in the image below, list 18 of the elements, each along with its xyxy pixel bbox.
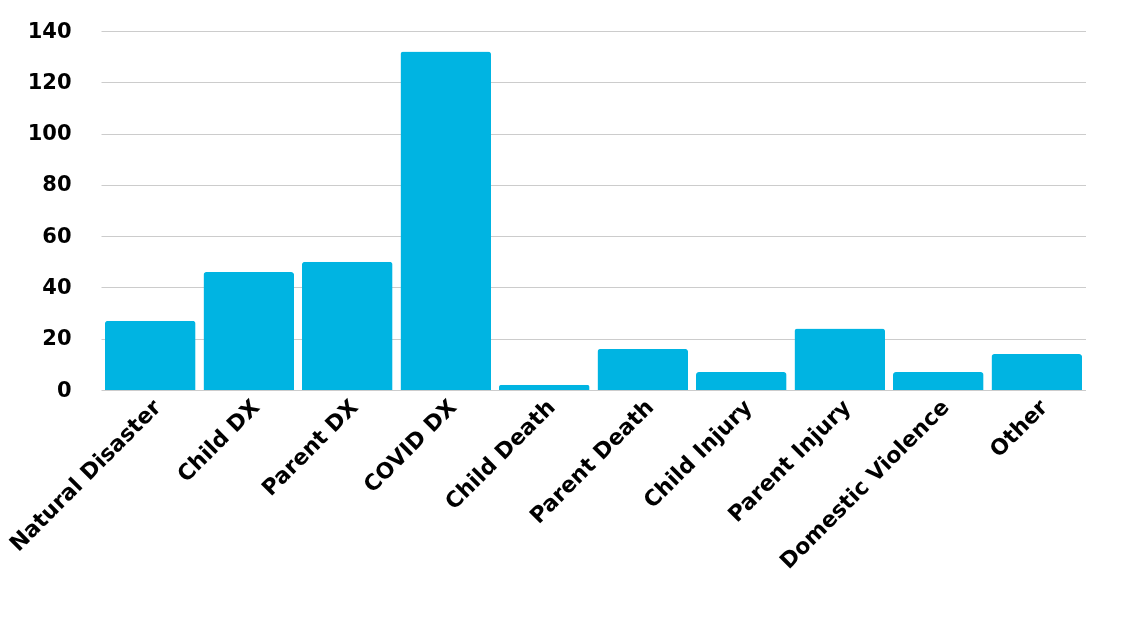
y-tick-label: 0 bbox=[56, 377, 72, 402]
y-tick-label: 60 bbox=[42, 223, 72, 248]
bar bbox=[400, 51, 492, 390]
y-tick-label: 20 bbox=[42, 326, 72, 351]
bar bbox=[991, 354, 1083, 390]
bar bbox=[597, 348, 689, 390]
bar bbox=[104, 320, 196, 390]
bar bbox=[498, 384, 590, 390]
bar bbox=[301, 261, 393, 390]
y-tick-label: 80 bbox=[42, 172, 72, 197]
bar bbox=[892, 372, 984, 390]
y-tick-label: 120 bbox=[27, 69, 72, 94]
y-tick-label: 140 bbox=[27, 18, 72, 43]
y-tick-label: 100 bbox=[27, 121, 72, 146]
bar bbox=[794, 328, 886, 390]
bar bbox=[695, 372, 787, 390]
bar bbox=[203, 272, 295, 390]
y-tick-label: 40 bbox=[42, 274, 72, 299]
